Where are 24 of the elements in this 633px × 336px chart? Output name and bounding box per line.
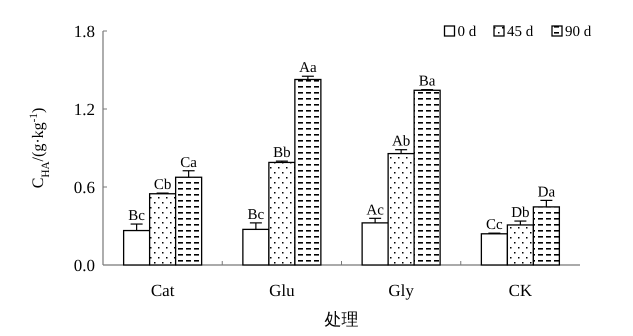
data-label: Db <box>511 205 530 222</box>
x-tick-label: Gly <box>388 281 414 300</box>
y-tick-label: 1.8 <box>74 22 95 41</box>
data-label: Bc <box>248 206 265 223</box>
x-tick-label: Cat <box>150 281 175 300</box>
y-tick-label: 0.0 <box>74 256 95 275</box>
legend-label: 45 d <box>507 24 534 40</box>
data-label: Cc <box>486 217 504 234</box>
data-label: Ba <box>418 74 436 90</box>
x-axis-title: 处理 <box>324 310 358 329</box>
data-label: Bb <box>273 145 291 162</box>
x-tick-label: CK <box>508 281 533 300</box>
data-label: Aa <box>299 60 317 76</box>
y-tick-label: 0.6 <box>74 178 95 197</box>
y-tick-label: 1.2 <box>74 100 95 119</box>
legend-label: 90 d <box>565 24 592 40</box>
data-label: Ac <box>366 202 384 218</box>
data-label: Ab <box>392 134 410 150</box>
data-label: Da <box>538 184 556 200</box>
x-tick-label: Glu <box>269 281 296 300</box>
data-label: Ca <box>180 154 198 171</box>
data-label: Cb <box>154 177 172 194</box>
data-label: Bc <box>128 208 146 224</box>
legend-label: 0 d <box>458 24 477 40</box>
